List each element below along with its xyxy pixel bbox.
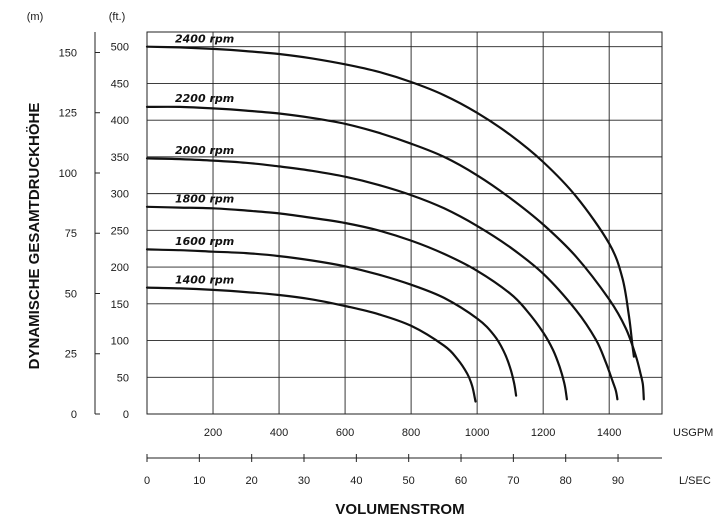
pump-curve-2200-rpm xyxy=(145,105,645,401)
y-ft-tick-label: 400 xyxy=(111,115,129,127)
x-lsec-tick-label: 70 xyxy=(507,475,519,487)
y-ft-tick-label: 450 xyxy=(111,78,129,90)
y-axis-ft-unit: (ft.) xyxy=(109,11,126,23)
x-usgpm-tick-label: 1000 xyxy=(465,427,489,439)
curve-label-1600-rpm: 1600 rpm xyxy=(175,235,234,248)
x-usgpm-tick-label: 400 xyxy=(270,427,288,439)
x-lsec-tick-label: 30 xyxy=(298,475,310,487)
y-ft-tick-label: 100 xyxy=(111,336,129,348)
pump-curve-1800-rpm xyxy=(145,205,568,401)
x-usgpm-tick-label: 800 xyxy=(402,427,420,439)
pump-curve-2400-rpm xyxy=(145,45,635,358)
curve-label-1800-rpm: 1800 rpm xyxy=(175,193,234,206)
y-m-tick-label: 25 xyxy=(65,349,77,361)
x-usgpm-tick-label: 600 xyxy=(336,427,354,439)
y-m-tick-label: 100 xyxy=(59,168,77,180)
curve-label-2400-rpm: 2400 rpm xyxy=(175,32,234,45)
curve-label-2000-rpm: 2000 rpm xyxy=(175,144,234,157)
x-axis-usgpm-unit: USGPM xyxy=(673,427,713,439)
x-lsec-tick-label: 90 xyxy=(612,475,624,487)
pump-curve-2000-rpm xyxy=(145,157,619,401)
curve-label-1400-rpm: 1400 rpm xyxy=(175,273,234,286)
y-ft-tick-label: 350 xyxy=(111,152,129,164)
y-ft-tick-label: 250 xyxy=(111,225,129,237)
y-ft-tick-label: 50 xyxy=(117,372,129,384)
y-m-tick-label: 75 xyxy=(65,228,77,240)
x-axis-title: VOLUMENSTROM xyxy=(335,501,464,518)
x-usgpm-tick-label: 1400 xyxy=(597,427,621,439)
y-axis-title: DYNAMISCHE GESAMTDRUCKHÖHE xyxy=(26,103,43,370)
y-ft-tick-label: 0 xyxy=(123,409,129,421)
plot-frame xyxy=(146,31,663,415)
curve-label-2200-rpm: 2200 rpm xyxy=(175,92,234,105)
y-ft-tick-label: 150 xyxy=(111,299,129,311)
y-m-tick-label: 0 xyxy=(71,409,77,421)
y-ft-tick-label: 300 xyxy=(111,189,129,201)
x-lsec-tick-label: 20 xyxy=(246,475,258,487)
chart-grid xyxy=(146,31,663,415)
y-m-tick-label: 50 xyxy=(65,288,77,300)
x-usgpm-tick-label: 200 xyxy=(204,427,222,439)
y-ft-tick-label: 200 xyxy=(111,262,129,274)
x-usgpm-tick-label: 1200 xyxy=(531,427,555,439)
x-lsec-tick-label: 50 xyxy=(403,475,415,487)
y-m-tick-label: 125 xyxy=(59,108,77,120)
chart-labels: 2400 rpm 2200 rpm 2000 rpm 1800 rpm 1600 rpm… xyxy=(175,32,234,286)
y-ft-tick-label: 500 xyxy=(111,42,129,54)
pump-curve-1400-rpm xyxy=(145,286,477,403)
pump-curve-1600-rpm xyxy=(145,248,518,397)
y-m-tick-label: 150 xyxy=(59,47,77,59)
x-lsec-tick-label: 10 xyxy=(193,475,205,487)
x-axis-lsec-unit: L/SEC xyxy=(679,475,711,487)
x-lsec-tick-label: 80 xyxy=(560,475,572,487)
x-lsec-tick-label: 40 xyxy=(350,475,362,487)
y-axis-m-unit: (m) xyxy=(27,11,44,23)
x-lsec-tick-label: 0 xyxy=(144,475,150,487)
x-lsec-tick-label: 60 xyxy=(455,475,467,487)
pump-curves xyxy=(145,45,645,403)
